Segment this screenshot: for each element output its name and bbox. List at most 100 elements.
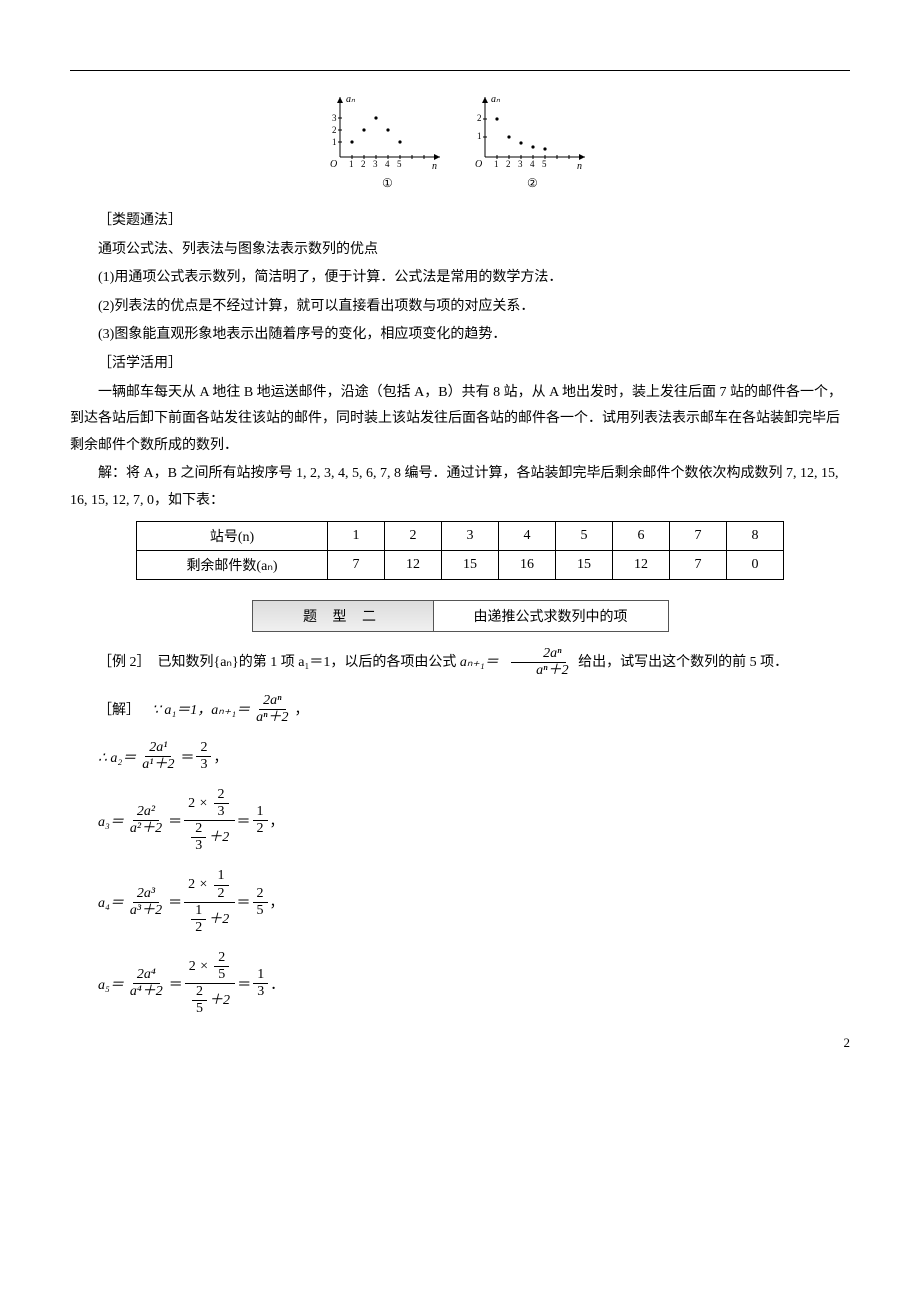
cell: 12 [385, 550, 442, 579]
frac-num: 2aⁿ [511, 646, 565, 663]
solution-step-2: ∴ a₂＝ 2a¹a¹＋2 ＝ 23， [98, 740, 850, 773]
intro-text-b: 给出，试写出这个数列的前 5 项． [578, 654, 788, 669]
frac-den: 2 [253, 821, 268, 837]
svg-text:②: ② [527, 176, 538, 189]
cell: 5 [556, 521, 613, 550]
frac-den: a⁴＋2 [126, 984, 167, 1000]
frac-num: 1 [253, 804, 268, 821]
frac-num: 2 × 12 [184, 868, 234, 902]
svg-text:2: 2 [506, 159, 511, 169]
svg-text:3: 3 [332, 113, 337, 123]
para-3: (3)图象能直观形象地表示出随着序号的变化，相应项变化的趋势． [70, 322, 850, 349]
table-row: 剩余邮件数(aₙ) 7 12 15 16 15 12 7 0 [137, 550, 784, 579]
frac-num: 2a¹ [145, 740, 171, 757]
row-label: 站号(n) [137, 521, 328, 550]
frac-den: 23＋2 [185, 821, 233, 854]
cell: 7 [328, 550, 385, 579]
s4-lhs: a₄＝ [98, 892, 124, 912]
section-banner: 题 型 二 由递推公式求数列中的项 [252, 600, 669, 632]
frac-den: aⁿ＋2 [504, 663, 572, 679]
frac-den: 12＋2 [185, 903, 233, 936]
svg-text:1: 1 [349, 159, 354, 169]
problem-solution-intro: 解：将 A，B 之间所有站按序号 1, 2, 3, 4, 5, 6, 7, 8 … [70, 461, 850, 514]
frac-num: 2 [196, 740, 211, 757]
frac-den: aⁿ＋2 [252, 710, 292, 726]
svg-text:1: 1 [332, 137, 337, 147]
svg-text:n: n [577, 161, 582, 172]
solution-step-5: a₅＝ 2a⁴a⁴＋2 ＝ 2 × 25 25＋2 ＝ 13． [98, 950, 850, 1017]
frac-num: 2 [253, 886, 268, 903]
s1-pre: ∵ a₁＝1， [152, 699, 211, 719]
graph-pair: aₙ 1 2 3 O 12345 n ① [310, 89, 610, 189]
para-2: (2)列表法的优点是不经过计算，就可以直接看出项数与项的对应关系． [70, 294, 850, 321]
solution-step-1: ［解］ ∵ a₁＝1， aₙ₊₁＝ 2aⁿ aⁿ＋2 ， [98, 693, 850, 726]
banner-left: 题 型 二 [253, 601, 434, 631]
s1-lhs: aₙ₊₁＝ [211, 699, 250, 719]
cell: 15 [556, 550, 613, 579]
problem-text: 一辆邮车每天从 A 地往 B 地运送邮件，沿途（包括 A，B）共有 8 站，从 … [70, 380, 850, 460]
s1-frac: 2aⁿ aⁿ＋2 [252, 693, 292, 726]
frac-den: a³＋2 [126, 903, 166, 919]
svg-text:aₙ: aₙ [491, 94, 501, 105]
frac-num: 2 × 25 [185, 950, 235, 984]
s5-lhs: a₅＝ [98, 974, 124, 994]
frac-den: a¹＋2 [138, 757, 178, 773]
cell: 15 [442, 550, 499, 579]
svg-text:aₙ: aₙ [346, 94, 356, 105]
page-number: 2 [844, 1035, 851, 1051]
svg-text:1: 1 [494, 159, 499, 169]
para-1: (1)用通项公式表示数列，简洁明了，便于计算．公式法是常用的数学方法． [70, 265, 850, 292]
svg-text:3: 3 [518, 159, 523, 169]
sequence-graphs: aₙ 1 2 3 O 12345 n ① [70, 89, 850, 194]
svg-text:3: 3 [373, 159, 378, 169]
svg-text:2: 2 [361, 159, 366, 169]
para-subtitle: 通项公式法、列表法与图象法表示数列的优点 [70, 237, 850, 264]
para-practice-heading: ［活学活用］ [70, 351, 850, 378]
frac-den: 3 [253, 984, 268, 1000]
frac-den: 25＋2 [186, 984, 234, 1017]
s2-lhs: ∴ a₂＝ [98, 747, 136, 767]
svg-text:5: 5 [397, 159, 402, 169]
solution-step-3: a₃＝ 2a²a²＋2 ＝ 2 × 23 23＋2 ＝ 12， [98, 787, 850, 854]
cell: 4 [499, 521, 556, 550]
frac-num: 2 × 23 [184, 787, 234, 821]
table-row: 站号(n) 1 2 3 4 5 6 7 8 [137, 521, 784, 550]
svg-text:O: O [475, 159, 482, 170]
svg-text:1: 1 [477, 131, 482, 141]
para-method-heading: ［类题通法］ [70, 208, 850, 235]
svg-text:①: ① [382, 176, 393, 189]
cell: 8 [727, 521, 784, 550]
frac-num: 1 [253, 967, 268, 984]
svg-text:4: 4 [385, 159, 390, 169]
example2-intro: ［例 2］ 已知数列{aₙ}的第 1 项 a₁＝1，以后的各项由公式 aₙ₊₁＝… [70, 646, 850, 679]
frac-num: 2aⁿ [259, 693, 285, 710]
cell: 12 [613, 550, 670, 579]
frac-num: 2a² [133, 804, 159, 821]
cell: 7 [670, 521, 727, 550]
frac-num: 2a⁴ [133, 967, 160, 984]
cell: 16 [499, 550, 556, 579]
station-table: 站号(n) 1 2 3 4 5 6 7 8 剩余邮件数(aₙ) 7 12 15 … [136, 521, 784, 580]
svg-text:2: 2 [332, 125, 337, 135]
s3-lhs: a₃＝ [98, 811, 124, 831]
frac-den: 5 [253, 903, 268, 919]
solution-block: ［解］ ∵ a₁＝1， aₙ₊₁＝ 2aⁿ aⁿ＋2 ， ∴ a₂＝ 2a¹a¹… [98, 693, 850, 1018]
s5-big-frac: 2 × 25 25＋2 [185, 950, 235, 1017]
cell: 2 [385, 521, 442, 550]
recurrence-frac: 2aⁿ aⁿ＋2 [504, 646, 572, 679]
frac-den: 3 [196, 757, 211, 773]
cell: 7 [670, 550, 727, 579]
svg-text:2: 2 [477, 113, 482, 123]
s4-big-frac: 2 × 12 12＋2 [184, 868, 234, 935]
solution-step-4: a₄＝ 2a³a³＋2 ＝ 2 × 12 12＋2 ＝ 25， [98, 868, 850, 935]
cell: 3 [442, 521, 499, 550]
svg-text:5: 5 [542, 159, 547, 169]
cell: 1 [328, 521, 385, 550]
svg-text:O: O [330, 159, 337, 170]
banner-right: 由递推公式求数列中的项 [434, 601, 668, 631]
row-label: 剩余邮件数(aₙ) [137, 550, 328, 579]
top-divider [70, 70, 850, 71]
frac-num: 2a³ [133, 886, 159, 903]
frac-den: a²＋2 [126, 821, 166, 837]
intro-text-a: ［例 2］ 已知数列{aₙ}的第 1 项 a₁＝1，以后的各项由公式 [98, 654, 460, 669]
